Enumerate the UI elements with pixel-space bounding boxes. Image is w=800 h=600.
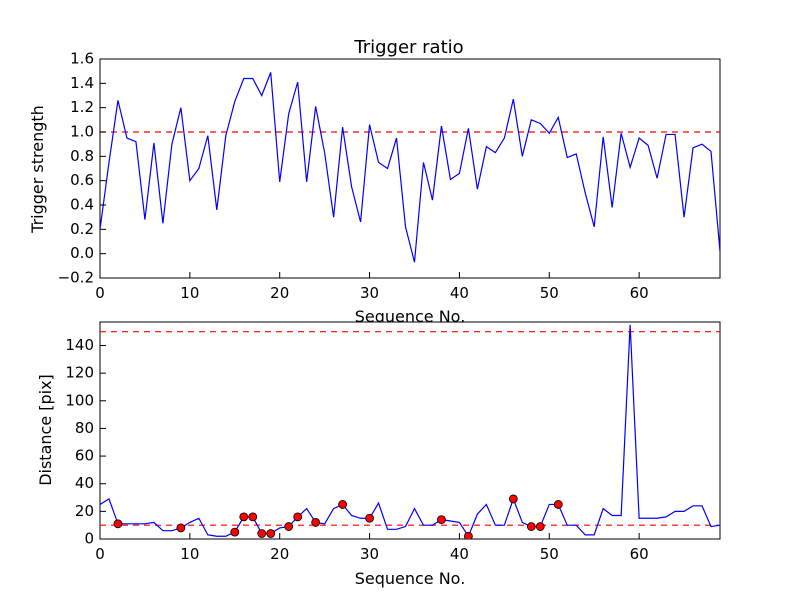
x-tick-label: 50 [540,545,559,563]
y-tick-label: 0 [84,530,94,548]
y-tick-label: 40 [75,474,94,492]
x-tick-label: 0 [95,284,105,302]
y-tick-label: 140 [65,336,94,354]
series-line [100,72,720,263]
highlight-point [338,500,348,509]
x-ticks: 0 10 20 30 40 50 60 [95,272,649,302]
highlight-point [464,531,473,539]
x-tick-label: 50 [540,284,559,302]
x-tick-label: 10 [180,545,199,563]
y-ticks: −0.2 0.0 0.2 0.4 0.6 0.8 1.0 1.2 1.4 1.6 [58,50,106,287]
x-tick-label: 40 [450,545,469,563]
y-tick-label: 0.6 [70,171,94,189]
x-tick-label: 60 [630,545,649,563]
highlight-point [176,523,186,533]
highlight-point [365,513,374,523]
y-tick-label: −0.2 [58,269,94,287]
highlight-point [508,494,518,504]
highlight-point [553,500,563,509]
y-axis-label: Trigger strength [28,105,47,234]
trigger-ratio-chart: Trigger ratio −0.2 0.0 0.2 0.4 0.6 0.8 1… [28,37,721,326]
x-tick-label: 30 [360,545,379,563]
highlight-point [266,529,276,538]
highlight-point [535,522,545,531]
y-ticks: 0 20 40 60 80 100 120 140 [65,336,106,548]
highlight-point [113,519,123,529]
x-tick-label: 60 [630,284,649,302]
y-tick-label: 1.4 [70,74,94,92]
x-tick-label: 30 [360,284,379,302]
y-tick-label: 0.8 [70,147,94,165]
distance-chart: 0 20 40 60 80 100 120 140 0 10 20 30 40 … [36,321,721,588]
plot-content [100,72,720,263]
chart-title: Trigger ratio [353,37,463,58]
y-tick-label: 1.6 [70,50,94,68]
y-tick-label: 1.2 [70,98,94,116]
y-tick-label: 20 [75,502,94,520]
y-axis-label: Distance [pix] [36,374,55,486]
highlight-point [230,527,240,537]
y-tick-label: 0.4 [70,196,94,214]
highlight-point [293,512,303,522]
x-axis-label: Sequence No. [355,307,466,326]
x-ticks: 0 10 20 30 40 50 60 [95,533,649,563]
highlight-point [526,522,536,531]
series-line [100,324,720,538]
highlight-point [284,522,294,531]
plot-content [100,324,720,539]
x-tick-label: 20 [270,284,289,302]
x-tick-label: 0 [95,545,105,563]
y-tick-label: 80 [75,419,94,437]
y-tick-label: 1.0 [70,123,94,141]
y-tick-label: 120 [65,364,94,382]
x-tick-label: 40 [450,284,469,302]
highlight-point [437,515,446,525]
x-tick-label: 10 [180,284,199,302]
y-tick-label: 60 [75,447,94,465]
x-axis-label: Sequence No. [355,569,466,588]
highlight-point [257,529,267,538]
y-tick-label: 0.2 [70,220,94,238]
y-tick-label: 0.0 [70,244,94,262]
highlight-point [311,518,321,527]
highlight-point [239,512,249,522]
plot-area [99,321,721,540]
y-tick-label: 100 [65,391,94,409]
highlight-point [248,512,258,522]
x-tick-label: 20 [270,545,289,563]
